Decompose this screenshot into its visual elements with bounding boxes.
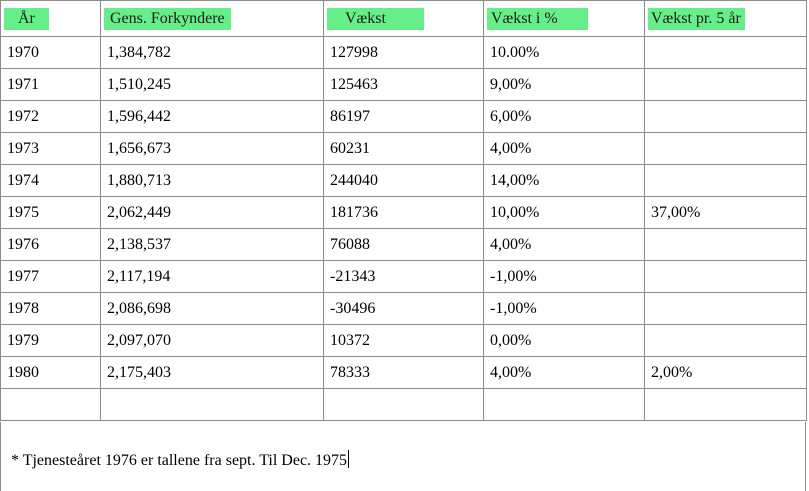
- cell-avg-publishers[interactable]: 1,656,673: [100, 132, 324, 165]
- cell-year[interactable]: 1980: [0, 356, 101, 389]
- cell-avg-publishers[interactable]: 2,175,403: [100, 356, 324, 389]
- table-row: 1978 2,086,698 -30496 -1,00%: [0, 292, 807, 325]
- cell-avg-publishers[interactable]: 2,097,070: [100, 324, 324, 357]
- table-row: [0, 388, 807, 421]
- footnote-area[interactable]: * Tjenesteåret 1976 er tallene fra sept.…: [0, 422, 806, 491]
- table-row: 1979 2,097,070 10372 0,00%: [0, 324, 807, 357]
- cell-growth-percent[interactable]: -1,00%: [483, 260, 645, 293]
- cell-avg-publishers[interactable]: 1,880,713: [100, 164, 324, 197]
- cell-growth-percent[interactable]: 10.00%: [483, 36, 645, 69]
- cell-avg-publishers[interactable]: 2,086,698: [100, 292, 324, 325]
- cell-growth-percent[interactable]: 4,00%: [483, 356, 645, 389]
- cell-year[interactable]: 1977: [0, 260, 101, 293]
- cell-avg-publishers[interactable]: [100, 388, 324, 421]
- cell-year[interactable]: 1974: [0, 164, 101, 197]
- header-label-avg-publishers: Gens. Forkyndere: [104, 7, 231, 30]
- cell-avg-publishers[interactable]: 1,384,782: [100, 36, 324, 69]
- cell-year[interactable]: [0, 388, 101, 421]
- cell-growth[interactable]: -21343: [323, 260, 484, 293]
- cell-growth-5yr[interactable]: [644, 36, 807, 69]
- cell-growth-5yr[interactable]: [644, 324, 807, 357]
- header-cell-growth-percent[interactable]: Vækst i %: [483, 0, 645, 37]
- cell-growth-percent[interactable]: [483, 388, 645, 421]
- cell-growth-5yr[interactable]: [644, 228, 807, 261]
- text-cursor: [348, 450, 350, 468]
- cell-growth-5yr[interactable]: [644, 388, 807, 421]
- cell-year[interactable]: 1970: [0, 36, 101, 69]
- cell-growth[interactable]: 125463: [323, 68, 484, 101]
- cell-year[interactable]: 1978: [0, 292, 101, 325]
- table-row: 1970 1,384,782 127998 10.00%: [0, 36, 807, 69]
- header-cell-avg-publishers[interactable]: Gens. Forkyndere: [100, 0, 324, 37]
- cell-growth[interactable]: 78333: [323, 356, 484, 389]
- cell-year[interactable]: 1979: [0, 324, 101, 357]
- footnote-content: * Tjenesteåret 1976 er tallene fra sept.…: [11, 452, 348, 469]
- header-cell-growth[interactable]: Vækst: [323, 0, 484, 37]
- table-row: 1976 2,138,537 76088 4,00%: [0, 228, 807, 261]
- cell-growth-percent[interactable]: 0,00%: [483, 324, 645, 357]
- header-label-growth: Vækst: [327, 7, 424, 30]
- cell-growth-percent[interactable]: 14,00%: [483, 164, 645, 197]
- cell-growth[interactable]: 76088: [323, 228, 484, 261]
- table-row: 1974 1,880,713 244040 14,00%: [0, 164, 807, 197]
- cell-growth-percent[interactable]: -1,00%: [483, 292, 645, 325]
- header-label-year: År: [4, 7, 49, 30]
- footnote-text[interactable]: * Tjenesteåret 1976 er tallene fra sept.…: [11, 450, 350, 470]
- table-row: 1973 1,656,673 60231 4,00%: [0, 132, 807, 165]
- table-body: 1970 1,384,782 127998 10.00% 1971 1,510,245 12…: [0, 36, 807, 421]
- cell-growth[interactable]: -30496: [323, 292, 484, 325]
- cell-growth-percent[interactable]: 10,00%: [483, 196, 645, 229]
- cell-growth-percent[interactable]: 6,00%: [483, 100, 645, 133]
- cell-growth[interactable]: 60231: [323, 132, 484, 165]
- cell-avg-publishers[interactable]: 2,138,537: [100, 228, 324, 261]
- cell-growth-5yr[interactable]: [644, 164, 807, 197]
- cell-avg-publishers[interactable]: 2,117,194: [100, 260, 324, 293]
- cell-avg-publishers[interactable]: 2,062,449: [100, 196, 324, 229]
- cell-growth[interactable]: [323, 388, 484, 421]
- cell-growth-5yr[interactable]: [644, 260, 807, 293]
- table-row: 1980 2,175,403 78333 4,00% 2,00%: [0, 356, 807, 389]
- table-row: 1971 1,510,245 125463 9,00%: [0, 68, 807, 101]
- header-cell-growth-5yr[interactable]: Vækst pr. 5 år: [644, 0, 807, 37]
- cell-year[interactable]: 1972: [0, 100, 101, 133]
- cell-avg-publishers[interactable]: 1,596,442: [100, 100, 324, 133]
- cell-growth-percent[interactable]: 9,00%: [483, 68, 645, 101]
- cell-growth-5yr[interactable]: [644, 100, 807, 133]
- header-label-growth-percent: Vækst i %: [487, 7, 588, 30]
- cell-growth-percent[interactable]: 4,00%: [483, 132, 645, 165]
- cell-year[interactable]: 1975: [0, 196, 101, 229]
- table-header-row: År Gens. Forkyndere Vækst Vækst i % Væks…: [0, 0, 807, 37]
- cell-growth[interactable]: 10372: [323, 324, 484, 357]
- table-row: 1975 2,062,449 181736 10,00% 37,00%: [0, 196, 807, 229]
- cell-year[interactable]: 1976: [0, 228, 101, 261]
- cell-avg-publishers[interactable]: 1,510,245: [100, 68, 324, 101]
- cell-growth-5yr[interactable]: 37,00%: [644, 196, 807, 229]
- cell-growth-percent[interactable]: 4,00%: [483, 228, 645, 261]
- cell-year[interactable]: 1973: [0, 132, 101, 165]
- growth-table: År Gens. Forkyndere Vækst Vækst i % Væks…: [0, 0, 807, 421]
- cell-growth[interactable]: 244040: [323, 164, 484, 197]
- cell-growth-5yr[interactable]: [644, 68, 807, 101]
- cell-growth[interactable]: 86197: [323, 100, 484, 133]
- cell-growth[interactable]: 181736: [323, 196, 484, 229]
- cell-year[interactable]: 1971: [0, 68, 101, 101]
- table-row: 1977 2,117,194 -21343 -1,00%: [0, 260, 807, 293]
- cell-growth-5yr[interactable]: [644, 292, 807, 325]
- cell-growth-5yr[interactable]: 2,00%: [644, 356, 807, 389]
- header-cell-year[interactable]: År: [0, 0, 101, 37]
- cell-growth-5yr[interactable]: [644, 132, 807, 165]
- cell-growth[interactable]: 127998: [323, 36, 484, 69]
- header-label-growth-5yr: Vækst pr. 5 år: [648, 7, 745, 30]
- table-row: 1972 1,596,442 86197 6,00%: [0, 100, 807, 133]
